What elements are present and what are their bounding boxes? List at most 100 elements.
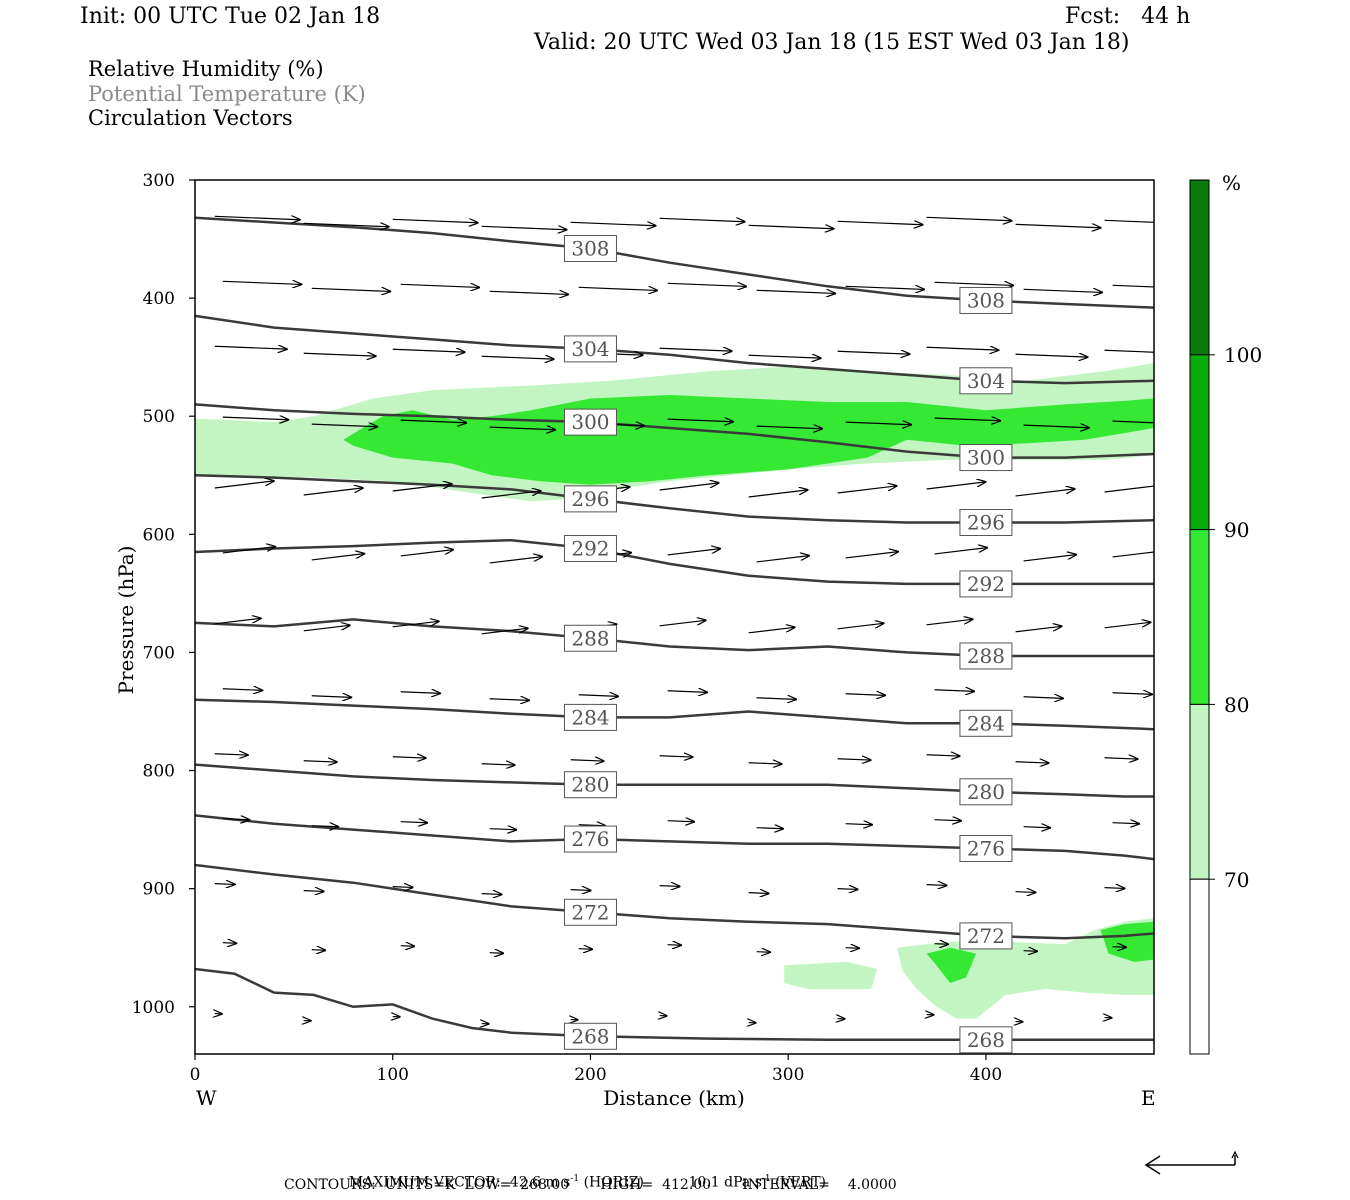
svg-text:284: 284 [967,711,1005,735]
x-axis-label: Distance (km) [603,1086,745,1110]
theta-label-272: 272 [563,898,617,926]
circulation-vector [748,490,808,498]
rh-region-80-4 [926,947,976,984]
theta-label-288: 288 [959,642,1013,670]
colorbar-label-80: 80 [1224,693,1249,717]
colorbar-segment [1189,179,1210,356]
colorbar-segment [1189,878,1210,1055]
svg-text:284: 284 [571,705,609,729]
x-tick-label: 0 [190,1065,201,1085]
legend-relative-humidity: Relative Humidity (%) [88,57,324,81]
theta-label-292: 292 [959,570,1013,598]
circulation-vector [578,287,658,290]
circulation-vector [481,764,515,765]
circulation-vector [222,281,302,284]
theta-contour-280 [195,763,1154,798]
y-tick-label: 400 [143,289,175,309]
svg-text:300: 300 [571,410,609,434]
circulation-vector [489,829,517,830]
circulation-vector [926,885,947,886]
circulation-vector [311,696,352,698]
circulation-vector [1015,224,1101,227]
rh-region-70-2 [784,961,878,989]
circulation-vector [845,948,860,949]
circulation-vector [214,481,274,489]
circulation-vector [934,418,1001,421]
circulation-vector [748,893,769,894]
svg-text:308: 308 [571,237,609,261]
colorbar-segment [1189,703,1210,880]
theta-label-308: 308 [563,235,617,263]
circulation-vector [481,226,567,229]
horiz-value: 42.6 m s [509,1174,571,1191]
legend-potential-temperature: Potential Temperature (K) [88,82,366,106]
circulation-vector [392,757,426,758]
circulation-vector [214,618,261,625]
legend-circulation-vectors: Circulation Vectors [88,106,293,130]
rh-region-80-1 [343,395,1154,485]
circulation-vector [756,556,810,563]
circulation-vector [756,290,836,293]
circulation-vector [659,756,693,757]
y-tick-label: 1000 [132,998,175,1018]
circulation-vector [311,826,339,827]
circulation-vector [1015,762,1049,763]
colorbar [1189,179,1215,1055]
circulation-vector [926,347,999,350]
circulation-vector [667,283,747,286]
x-tick-label: 100 [377,1065,409,1085]
theta-label-308: 308 [959,286,1013,314]
circulation-vector [481,628,528,635]
circulation-vector [489,557,543,564]
svg-text:268: 268 [571,1024,609,1048]
circulation-vector [1023,289,1103,292]
max-vector-label: MAXIMUM VECTOR: [348,1174,501,1191]
circulation-vector [303,625,350,632]
circulation-vector [837,889,858,890]
circulation-vector [659,348,732,351]
svg-text:288: 288 [571,626,609,650]
circulation-vector [1023,555,1077,562]
circulation-vector [934,944,949,945]
circulation-vector [400,550,454,557]
theta-label-280: 280 [563,771,617,799]
circulation-vector [222,547,276,554]
circulation-vector [481,894,502,895]
theta-label-284: 284 [563,703,617,731]
circulation-vector [748,355,821,358]
circulation-vector [1112,823,1140,824]
circulation-vector [667,691,708,693]
theta-label-280: 280 [959,778,1013,806]
circulation-vector [303,891,324,892]
circulation-vector [837,486,897,494]
circulation-vector [1023,697,1064,699]
circulation-vector [400,822,428,823]
svg-text:292: 292 [967,572,1005,596]
circulation-vector [934,690,975,692]
theta-label-276: 276 [959,834,1013,862]
circulation-vector [392,621,439,628]
y-tick-label: 800 [143,762,175,782]
circulation-vector [303,488,363,496]
svg-text:280: 280 [967,780,1005,804]
circulation-vector [303,761,337,762]
x-tick-label: 200 [574,1065,606,1085]
svg-text:276: 276 [967,836,1005,860]
circulation-vector [570,760,604,761]
east-label: E [1141,1086,1156,1110]
theta-label-284: 284 [959,709,1013,737]
circulation-vector [837,351,910,354]
svg-text:276: 276 [571,827,609,851]
circulation-vector [845,694,886,696]
svg-text:272: 272 [967,924,1005,948]
forecast-hour: Fcst: 44 h [1065,4,1191,29]
svg-text:308: 308 [967,288,1005,312]
circulation-vector [837,623,884,630]
colorbar-label-90: 90 [1224,518,1249,542]
x-tick-label: 400 [970,1065,1002,1085]
circulation-vector [934,282,1014,285]
circulation-vector [845,552,899,559]
circulation-vector [926,482,986,490]
y-axis-label: Pressure (hPa) [114,546,138,695]
circulation-vector [1112,551,1154,558]
